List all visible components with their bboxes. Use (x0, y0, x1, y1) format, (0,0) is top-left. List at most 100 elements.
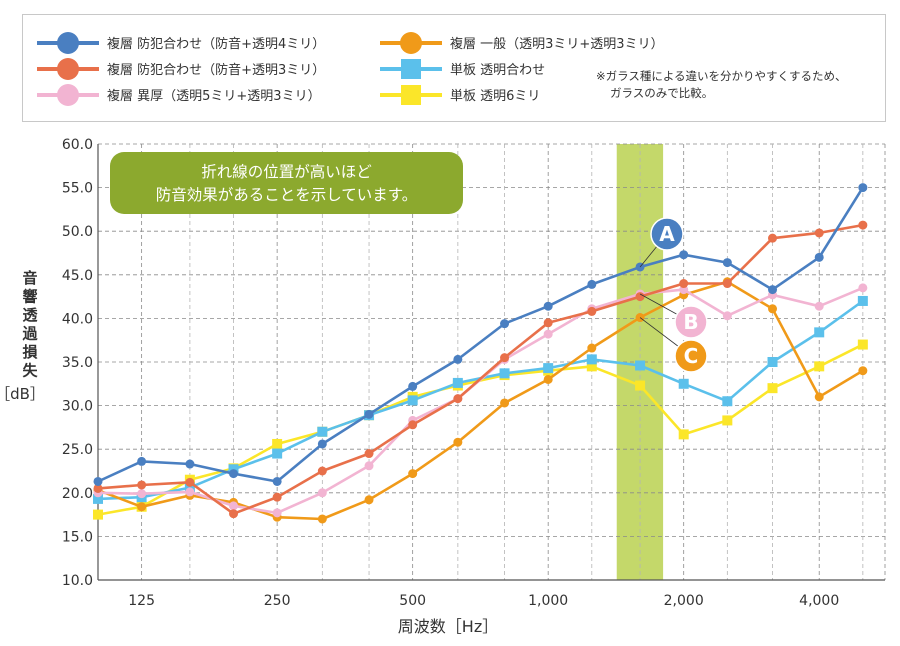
y-tick-label: 40.0 (62, 311, 93, 327)
data-point (317, 426, 328, 437)
data-point (453, 394, 463, 404)
annotation-line-1: 折れ線の位置が高いほど (201, 163, 372, 181)
series-line (97, 343, 864, 516)
data-point (317, 439, 327, 449)
x-axis-label: 周波数［Hz］ (398, 617, 498, 636)
y-tick-label: 30.0 (62, 399, 93, 415)
data-point (587, 306, 597, 316)
legend-label: 複層 防犯合わせ（防音+透明3ミリ） (107, 62, 325, 78)
legend-item-3: 複層 一般（透明3ミリ+透明3ミリ） (380, 32, 664, 54)
data-point (722, 415, 733, 426)
data-point (272, 448, 283, 459)
legend-item-5: 単板 透明6ミリ (380, 85, 540, 105)
data-point (768, 233, 778, 243)
y-tick-label: 55.0 (62, 181, 93, 197)
y-tick-label: 10.0 (62, 573, 93, 589)
callout-badge (674, 339, 708, 373)
data-point (500, 319, 510, 329)
legend-item-4: 単板 透明合わせ (380, 59, 545, 79)
data-point (858, 366, 868, 376)
annotation-line-2: 防音効果があることを示しています。 (156, 186, 418, 204)
series-line (97, 186, 864, 483)
legend-swatch-marker (57, 58, 79, 80)
data-point (500, 353, 510, 363)
legend-label: 複層 防犯合わせ（防音+透明4ミリ） (107, 36, 325, 52)
data-point (543, 363, 554, 374)
y-tick-label: 15.0 (62, 529, 93, 545)
callout-label: A (659, 222, 675, 246)
data-point (137, 489, 147, 499)
legend-label: 複層 一般（透明3ミリ+透明3ミリ） (450, 36, 664, 52)
data-point (679, 279, 689, 289)
data-point (185, 459, 195, 469)
x-tick-label: 250 (264, 593, 291, 609)
data-point (767, 357, 778, 367)
callouts: A BC (639, 217, 708, 373)
data-point (543, 374, 553, 384)
data-point (93, 476, 103, 486)
data-point (453, 437, 463, 447)
data-point (452, 377, 463, 388)
series-0 (93, 183, 868, 486)
data-point (635, 360, 646, 371)
data-point (317, 466, 327, 476)
data-point (635, 380, 646, 391)
data-point (229, 469, 239, 479)
legend-swatch-marker (57, 84, 79, 106)
data-point (408, 420, 418, 430)
data-point (586, 361, 597, 372)
data-point (407, 395, 418, 406)
data-point (586, 354, 597, 365)
y-axis-label-char: 響 (22, 288, 37, 306)
data-point (814, 361, 825, 372)
data-point (543, 318, 553, 328)
data-point (272, 438, 283, 449)
series-line (97, 223, 864, 516)
data-point (185, 477, 195, 487)
data-point (408, 381, 418, 391)
data-point (229, 509, 239, 519)
data-point (500, 398, 510, 408)
data-point (543, 301, 553, 311)
x-tick-label: 1,000 (528, 593, 568, 609)
data-point (587, 343, 597, 353)
x-tick-label: 125 (128, 593, 155, 609)
data-point (722, 396, 733, 407)
y-tick-label: 35.0 (62, 355, 93, 371)
series-line (97, 280, 864, 521)
data-point (93, 493, 103, 504)
data-point (453, 354, 463, 364)
data-point (814, 327, 825, 338)
callout-label: B (683, 310, 698, 334)
series-1 (93, 220, 868, 519)
x-tick-label: 2,000 (664, 593, 704, 609)
legend-swatch-marker (401, 85, 421, 105)
data-point (857, 339, 868, 350)
data-point (635, 292, 645, 302)
data-point (679, 250, 689, 260)
legend-item-0: 複層 防犯合わせ（防音+透明4ミリ） (37, 32, 325, 54)
data-point (408, 469, 418, 479)
series-layer (93, 183, 868, 524)
callout-badge (650, 217, 684, 251)
data-point (185, 487, 195, 497)
y-tick-label: 25.0 (62, 442, 93, 458)
legend-swatch-marker (400, 32, 422, 54)
data-point (137, 480, 147, 490)
legend-note-line-1: ※ガラス種による違いを分かりやすくするため、 (596, 69, 847, 83)
data-point (364, 409, 374, 419)
annotation-box (110, 152, 463, 214)
callout-a: A (639, 217, 684, 268)
legend-item-1: 複層 防犯合わせ（防音+透明3ミリ） (37, 58, 325, 80)
data-point (678, 378, 689, 389)
data-point (858, 220, 868, 230)
data-point (364, 461, 374, 471)
data-point (722, 279, 732, 289)
legend-item-2: 複層 異厚（透明5ミリ+透明3ミリ） (37, 84, 321, 106)
data-point (229, 501, 239, 511)
data-point (317, 488, 327, 498)
y-tick-label: 50.0 (62, 224, 93, 240)
legend: 複層 防犯合わせ（防音+透明4ミリ） 複層 防犯合わせ（防音+透明3ミリ） 複層 異… (37, 32, 664, 106)
data-point (768, 304, 778, 314)
